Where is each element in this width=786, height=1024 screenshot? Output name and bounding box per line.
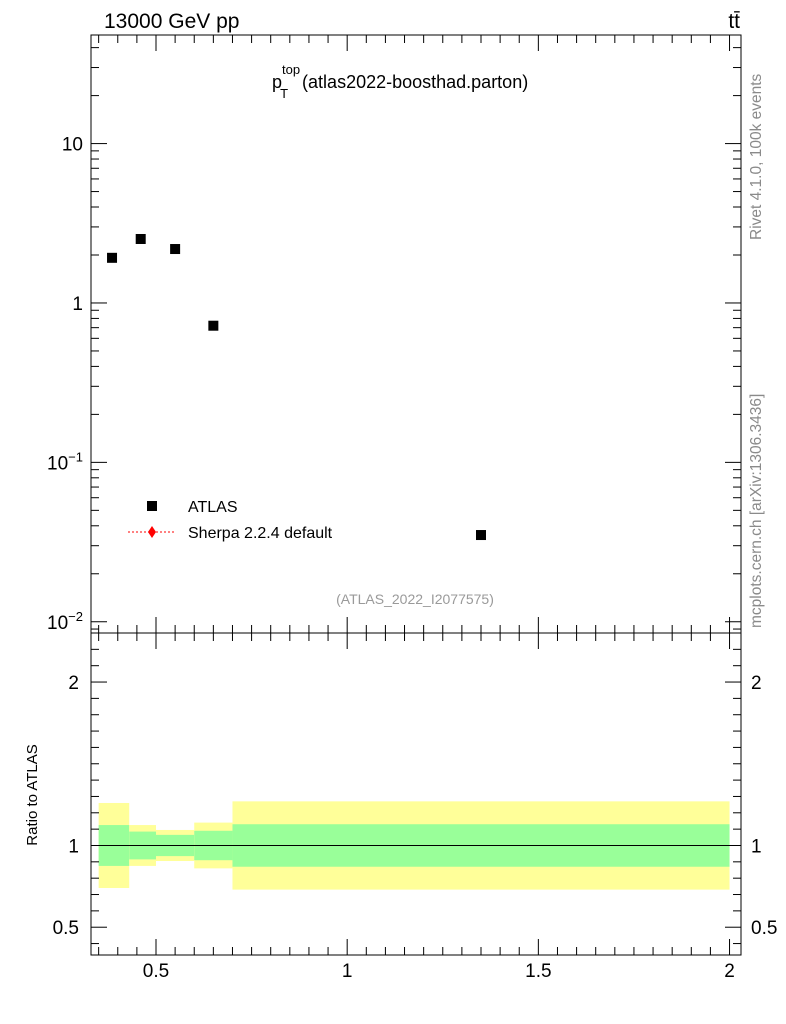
plot-title-p: p: [272, 72, 282, 92]
atlas-data-point: [107, 252, 118, 263]
plot-title: ptop T (atlas2022-boosthad.parton): [272, 62, 528, 101]
ratio-ylabel: Ratio to ATLAS: [24, 744, 41, 845]
header-left: 13000 GeV pp: [104, 10, 239, 33]
main-panel-frame: [90, 34, 742, 634]
ratio-ytick-label-right: 2: [751, 673, 762, 694]
legend: ATLAS Sherpa 2.2.4 default: [128, 499, 333, 542]
legend-data-label: ATLAS: [188, 499, 238, 516]
main-ytick-label: 10−1: [47, 449, 83, 474]
legend-mc-label: Sherpa 2.2.4 default: [188, 525, 333, 542]
ratio-xtick-label: 1.5: [525, 961, 551, 982]
ratio-ticks: 2 2 1 1 0.5 0.5 0.5 1 1.5 2: [53, 633, 777, 982]
ratio-ytick-label-right: 1: [751, 836, 762, 857]
main-ytick-label-exp: −2: [68, 609, 83, 624]
ratio-ytick-label-left: 0.5: [53, 918, 79, 939]
main-ytick-label-base: 10: [47, 613, 68, 634]
ratio-ytick-label-left: 1: [68, 836, 79, 857]
ratio-ytick-label-right: 0.5: [751, 918, 777, 939]
ratio-ytick-label-left: 2: [68, 673, 79, 694]
rivet-version-text: Rivet 4.1.0, 100k events: [748, 73, 765, 240]
ratio-xtick-label: 2: [724, 961, 735, 982]
atlas-data-point: [476, 530, 486, 541]
legend-data-marker: [147, 501, 157, 511]
plot-title-suffix: (atlas2022-boosthad.parton): [302, 72, 528, 92]
main-ytick-label: 10−2: [47, 609, 83, 634]
main-ytick-label-base: 10: [47, 453, 68, 474]
ratio-panel: 2 2 1 1 0.5 0.5 0.5 1 1.5 2 Ratio to ATLAS: [24, 632, 777, 982]
analysis-id: (ATLAS_2022_I2077575): [336, 591, 494, 607]
atlas-data-point: [208, 320, 219, 331]
legend-mc-marker: [148, 526, 156, 538]
plot-title-sub: T: [280, 86, 288, 101]
main-ytick-label: 1: [72, 294, 83, 315]
ratio-xtick-label: 0.5: [143, 961, 169, 982]
plot-title-sup: top: [282, 62, 300, 77]
ratio-xtick-label: 1: [342, 961, 353, 982]
main-ytick-label: 10: [62, 135, 83, 156]
mcplots-credit-text: mcplots.cern.ch [arXiv:1306.3436]: [748, 394, 765, 628]
header-right: tt̄: [728, 10, 740, 33]
ratio-panel-frame: [90, 632, 742, 956]
main-ytick-label-exp: −1: [68, 449, 83, 464]
atlas-data-point: [135, 233, 146, 244]
atlas-data-point: [170, 244, 181, 255]
data-points: [107, 233, 486, 541]
